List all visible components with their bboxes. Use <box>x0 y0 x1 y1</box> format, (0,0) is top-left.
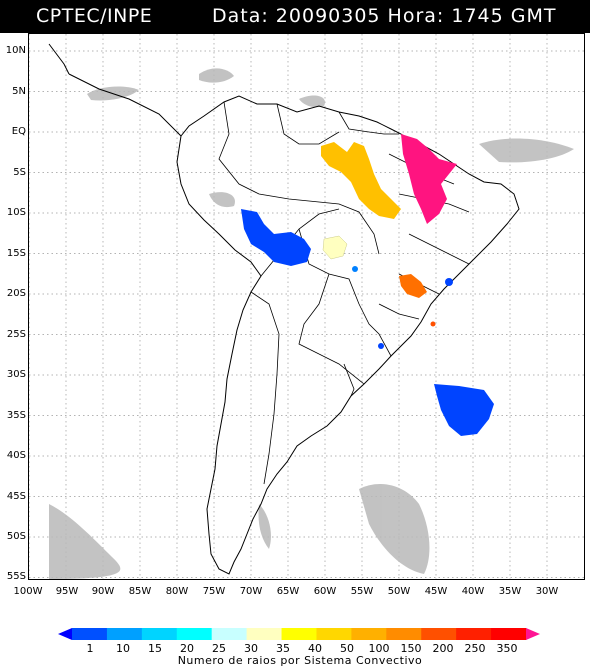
northeast-brazil-cluster <box>401 134 457 224</box>
colorbar-tick: 350 <box>496 642 518 655</box>
northern-amazon-cluster <box>321 142 401 219</box>
lon-label-65w: 65W <box>276 586 300 597</box>
colorbar-tick: 10 <box>116 642 130 655</box>
colorbar-cell <box>316 628 352 640</box>
colorbar-cell <box>491 628 527 640</box>
header-bar: CPTEC/INPE Data: 20090305 Hora: 1745 GMT <box>0 0 590 33</box>
mato-grosso-cluster <box>322 235 348 260</box>
date-time-label: Data: 20090305 Hora: 1745 GMT <box>212 5 557 27</box>
colorbar-cell <box>106 628 143 640</box>
lon-label-30w: 30W <box>535 586 559 597</box>
southeast-brazil-cluster <box>399 274 427 298</box>
south-atlantic-cluster <box>434 384 494 436</box>
lat-label-15s: 15S <box>6 248 26 259</box>
colorbar-cell <box>72 628 108 640</box>
lon-label-50w: 50W <box>387 586 411 597</box>
lon-label-55w: 55W <box>350 586 374 597</box>
colorbar-cell <box>141 628 178 640</box>
colorbar-cell <box>211 628 248 640</box>
lon-label-40w: 40W <box>461 586 485 597</box>
lon-label-60w: 60W <box>313 586 337 597</box>
colorbar-tick: 150 <box>400 642 422 655</box>
map-svg <box>28 34 584 579</box>
colorbar-tick: 100 <box>368 642 390 655</box>
lon-label-90w: 90W <box>91 586 115 597</box>
colorbar-cell <box>176 628 213 640</box>
colorbar-title: Numero de raios por Sistema Convectivo <box>177 654 423 667</box>
lon-label-70w: 70W <box>239 586 263 597</box>
lightning-clusters <box>241 134 494 436</box>
bolivia-cluster <box>241 209 311 266</box>
lon-label-45w: 45W <box>424 586 448 597</box>
lon-label-100w: 100W <box>13 586 43 597</box>
colorbar-cell <box>456 628 492 640</box>
lat-label-55s: 55S <box>6 571 26 582</box>
colorbar-cell <box>386 628 422 640</box>
lat-label-30s: 30S <box>6 369 26 380</box>
colorbar-cell <box>351 628 387 640</box>
colorbar-cell <box>421 628 457 640</box>
colorbar-tick: 30 <box>244 642 258 655</box>
map-panel <box>28 33 585 580</box>
lat-label-5n: 5N <box>12 86 26 97</box>
colorbar-tick: 200 <box>432 642 454 655</box>
colorbar-tick: 35 <box>276 642 290 655</box>
color-bar <box>58 628 540 640</box>
lat-label-25s: 25S <box>6 329 26 340</box>
lon-label-95w: 95W <box>55 586 79 597</box>
colorbar-tick: 250 <box>464 642 486 655</box>
cloud-cover <box>49 68 574 579</box>
institution-label: CPTEC/INPE <box>36 5 153 27</box>
coastlines <box>48 43 520 575</box>
lon-label-80w: 80W <box>165 586 189 597</box>
colorbar-cell <box>281 628 317 640</box>
colorbar-tick: 40 <box>308 642 322 655</box>
lat-label-40s: 40S <box>6 450 26 461</box>
lon-label-85w: 85W <box>128 586 152 597</box>
lat-label-50s: 50S <box>6 531 26 542</box>
colorbar-tick: 50 <box>340 642 354 655</box>
lat-label-35s: 35S <box>6 410 26 421</box>
colorbar-tick: 25 <box>212 642 226 655</box>
graticule <box>28 34 584 579</box>
lat-label-10n: 10N <box>5 45 26 56</box>
lat-label-20s: 20S <box>6 288 26 299</box>
lon-label-35w: 35W <box>498 586 522 597</box>
lat-label-5s: 5S <box>13 167 26 178</box>
colorbar-tick: 20 <box>180 642 194 655</box>
lon-label-75w: 75W <box>202 586 226 597</box>
lat-label-45s: 45S <box>6 491 26 502</box>
lat-label-eq: EQ <box>11 126 26 137</box>
lat-label-10s: 10S <box>6 207 26 218</box>
country-borders <box>218 101 470 485</box>
colorbar-cell <box>246 628 283 640</box>
colorbar-tick: 15 <box>148 642 162 655</box>
colorbar-tick: 1 <box>86 642 94 655</box>
colorbar-cell <box>526 628 540 640</box>
colorbar-cell <box>58 628 72 640</box>
